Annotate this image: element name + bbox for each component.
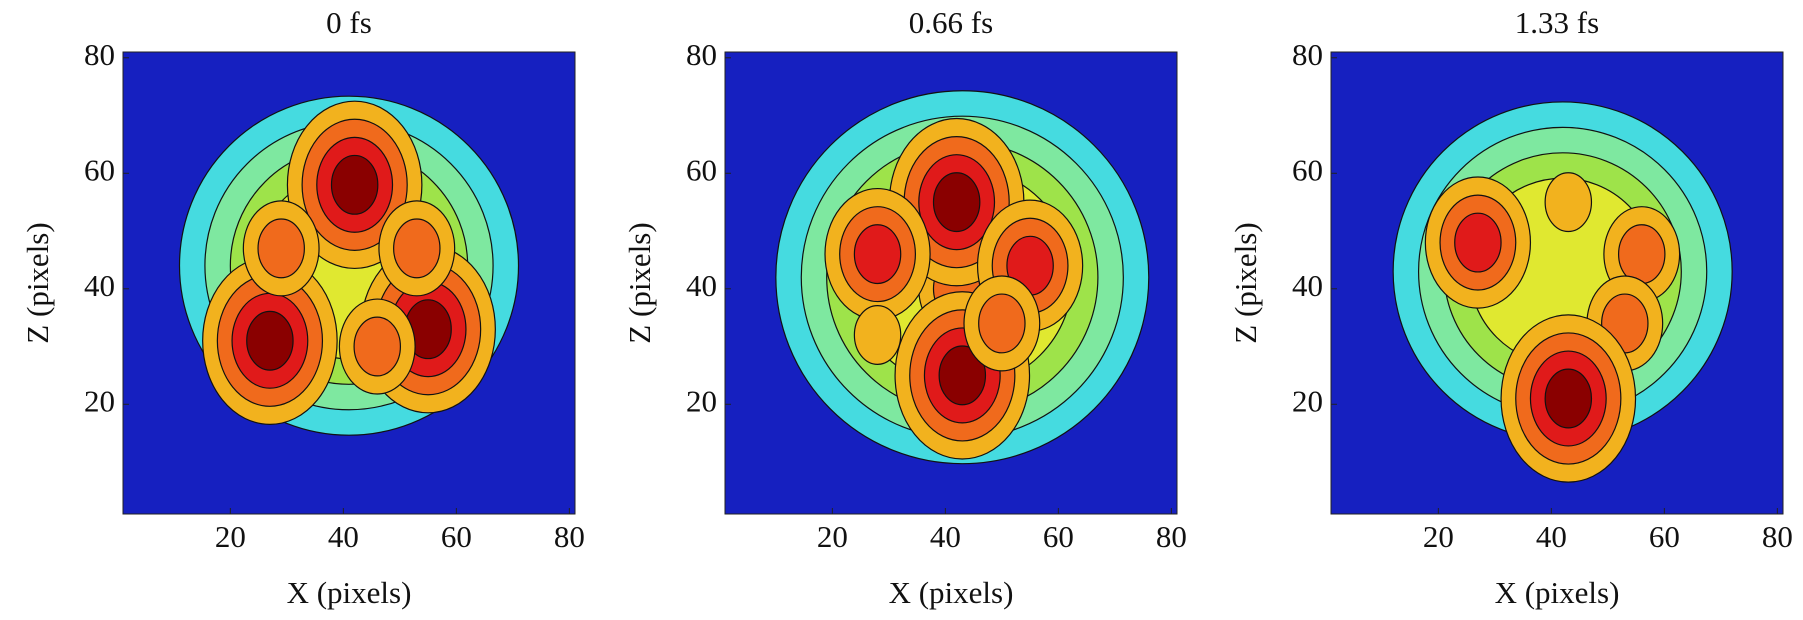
- x-tick-label: 40: [930, 519, 961, 554]
- contours: [178, 95, 520, 436]
- peak-contour: [1617, 224, 1666, 285]
- peak-contour: [393, 218, 441, 279]
- y-tick-label: 40: [686, 268, 717, 303]
- x-axis-label: X (pixels): [1495, 575, 1620, 610]
- peak-contour: [353, 316, 402, 377]
- x-tick-label: 80: [1762, 519, 1793, 554]
- peak-contour: [932, 172, 981, 233]
- x-tick-label: 60: [1649, 519, 1680, 554]
- peak-contour: [1454, 212, 1502, 273]
- y-axis-label: Z (pixels): [20, 222, 55, 343]
- chart-title: 1.33 fs: [1515, 5, 1599, 40]
- peak-contour: [330, 154, 379, 215]
- x-tick-label: 80: [1156, 519, 1187, 554]
- y-tick-label: 20: [84, 383, 115, 418]
- peak-contour: [1544, 368, 1593, 429]
- y-tick-label: 80: [84, 37, 115, 72]
- x-axis-label: X (pixels): [889, 575, 1014, 610]
- y-axis-label: Z (pixels): [622, 222, 657, 343]
- chart-title: 0 fs: [326, 5, 372, 40]
- x-tick-label: 60: [1043, 519, 1074, 554]
- y-axis-label: Z (pixels): [1228, 222, 1263, 343]
- y-tick-label: 60: [1292, 152, 1323, 187]
- y-tick-label: 60: [686, 152, 717, 187]
- x-tick-label: 20: [1423, 519, 1454, 554]
- peak-contour: [246, 310, 294, 371]
- x-tick-label: 60: [441, 519, 472, 554]
- y-tick-label: 80: [686, 37, 717, 72]
- peak-contour: [257, 218, 305, 279]
- x-tick-label: 40: [1536, 519, 1567, 554]
- peak-contour: [978, 293, 1026, 354]
- y-tick-label: 40: [84, 268, 115, 303]
- peak-contour: [853, 224, 902, 285]
- y-tick-label: 20: [686, 383, 717, 418]
- contours: [775, 90, 1150, 465]
- contours: [1392, 101, 1733, 483]
- peak-contour: [853, 304, 902, 365]
- y-tick-label: 60: [84, 152, 115, 187]
- peak-contour: [938, 345, 987, 406]
- x-tick-label: 40: [328, 519, 359, 554]
- x-tick-label: 20: [215, 519, 246, 554]
- y-tick-label: 20: [1292, 383, 1323, 418]
- x-tick-label: 20: [817, 519, 848, 554]
- y-tick-label: 40: [1292, 268, 1323, 303]
- x-tick-label: 80: [554, 519, 585, 554]
- peak-contour: [1544, 172, 1593, 233]
- x-axis-label: X (pixels): [287, 575, 412, 610]
- y-tick-label: 80: [1292, 37, 1323, 72]
- chart-title: 0.66 fs: [909, 5, 993, 40]
